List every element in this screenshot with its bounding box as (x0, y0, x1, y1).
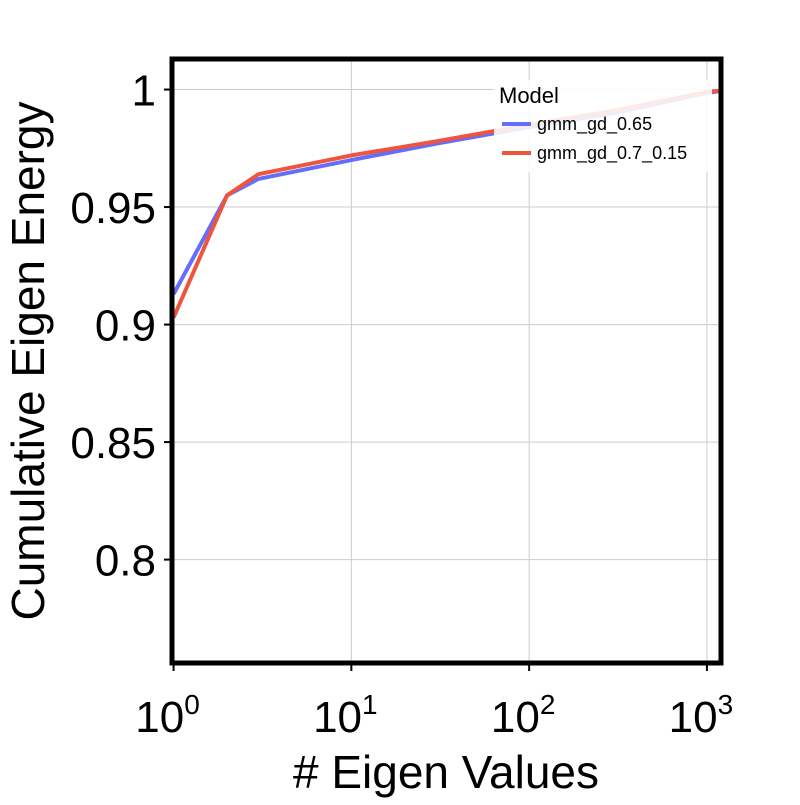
legend-entry-label: gmm_gd_0.65 (537, 114, 652, 135)
legend: Model gmm_gd_0.65 gmm_gd_0.7_0.15 (494, 80, 712, 172)
y-tick-label: 1 (132, 67, 156, 116)
plot-frame (169, 56, 724, 666)
x-tick-label: 103 (669, 689, 734, 742)
x-tick-label: 101 (313, 689, 378, 742)
y-tick-label: 0.8 (95, 537, 156, 586)
legend-entry-label: gmm_gd_0.7_0.15 (537, 143, 687, 164)
axis-ticks: 100 101 102 103 0.8 0.85 0.9 0.95 1 (70, 67, 733, 742)
legend-title: Model (499, 83, 559, 108)
x-axis-label: # Eigen Values (293, 746, 599, 798)
x-tick-label: 100 (135, 689, 200, 742)
y-axis-label: Cumulative Eigen Energy (2, 101, 54, 620)
x-tick-label: 102 (491, 689, 556, 742)
y-tick-label: 0.95 (70, 184, 156, 233)
y-tick-label: 0.85 (70, 419, 156, 468)
y-tick-label: 0.9 (95, 302, 156, 351)
